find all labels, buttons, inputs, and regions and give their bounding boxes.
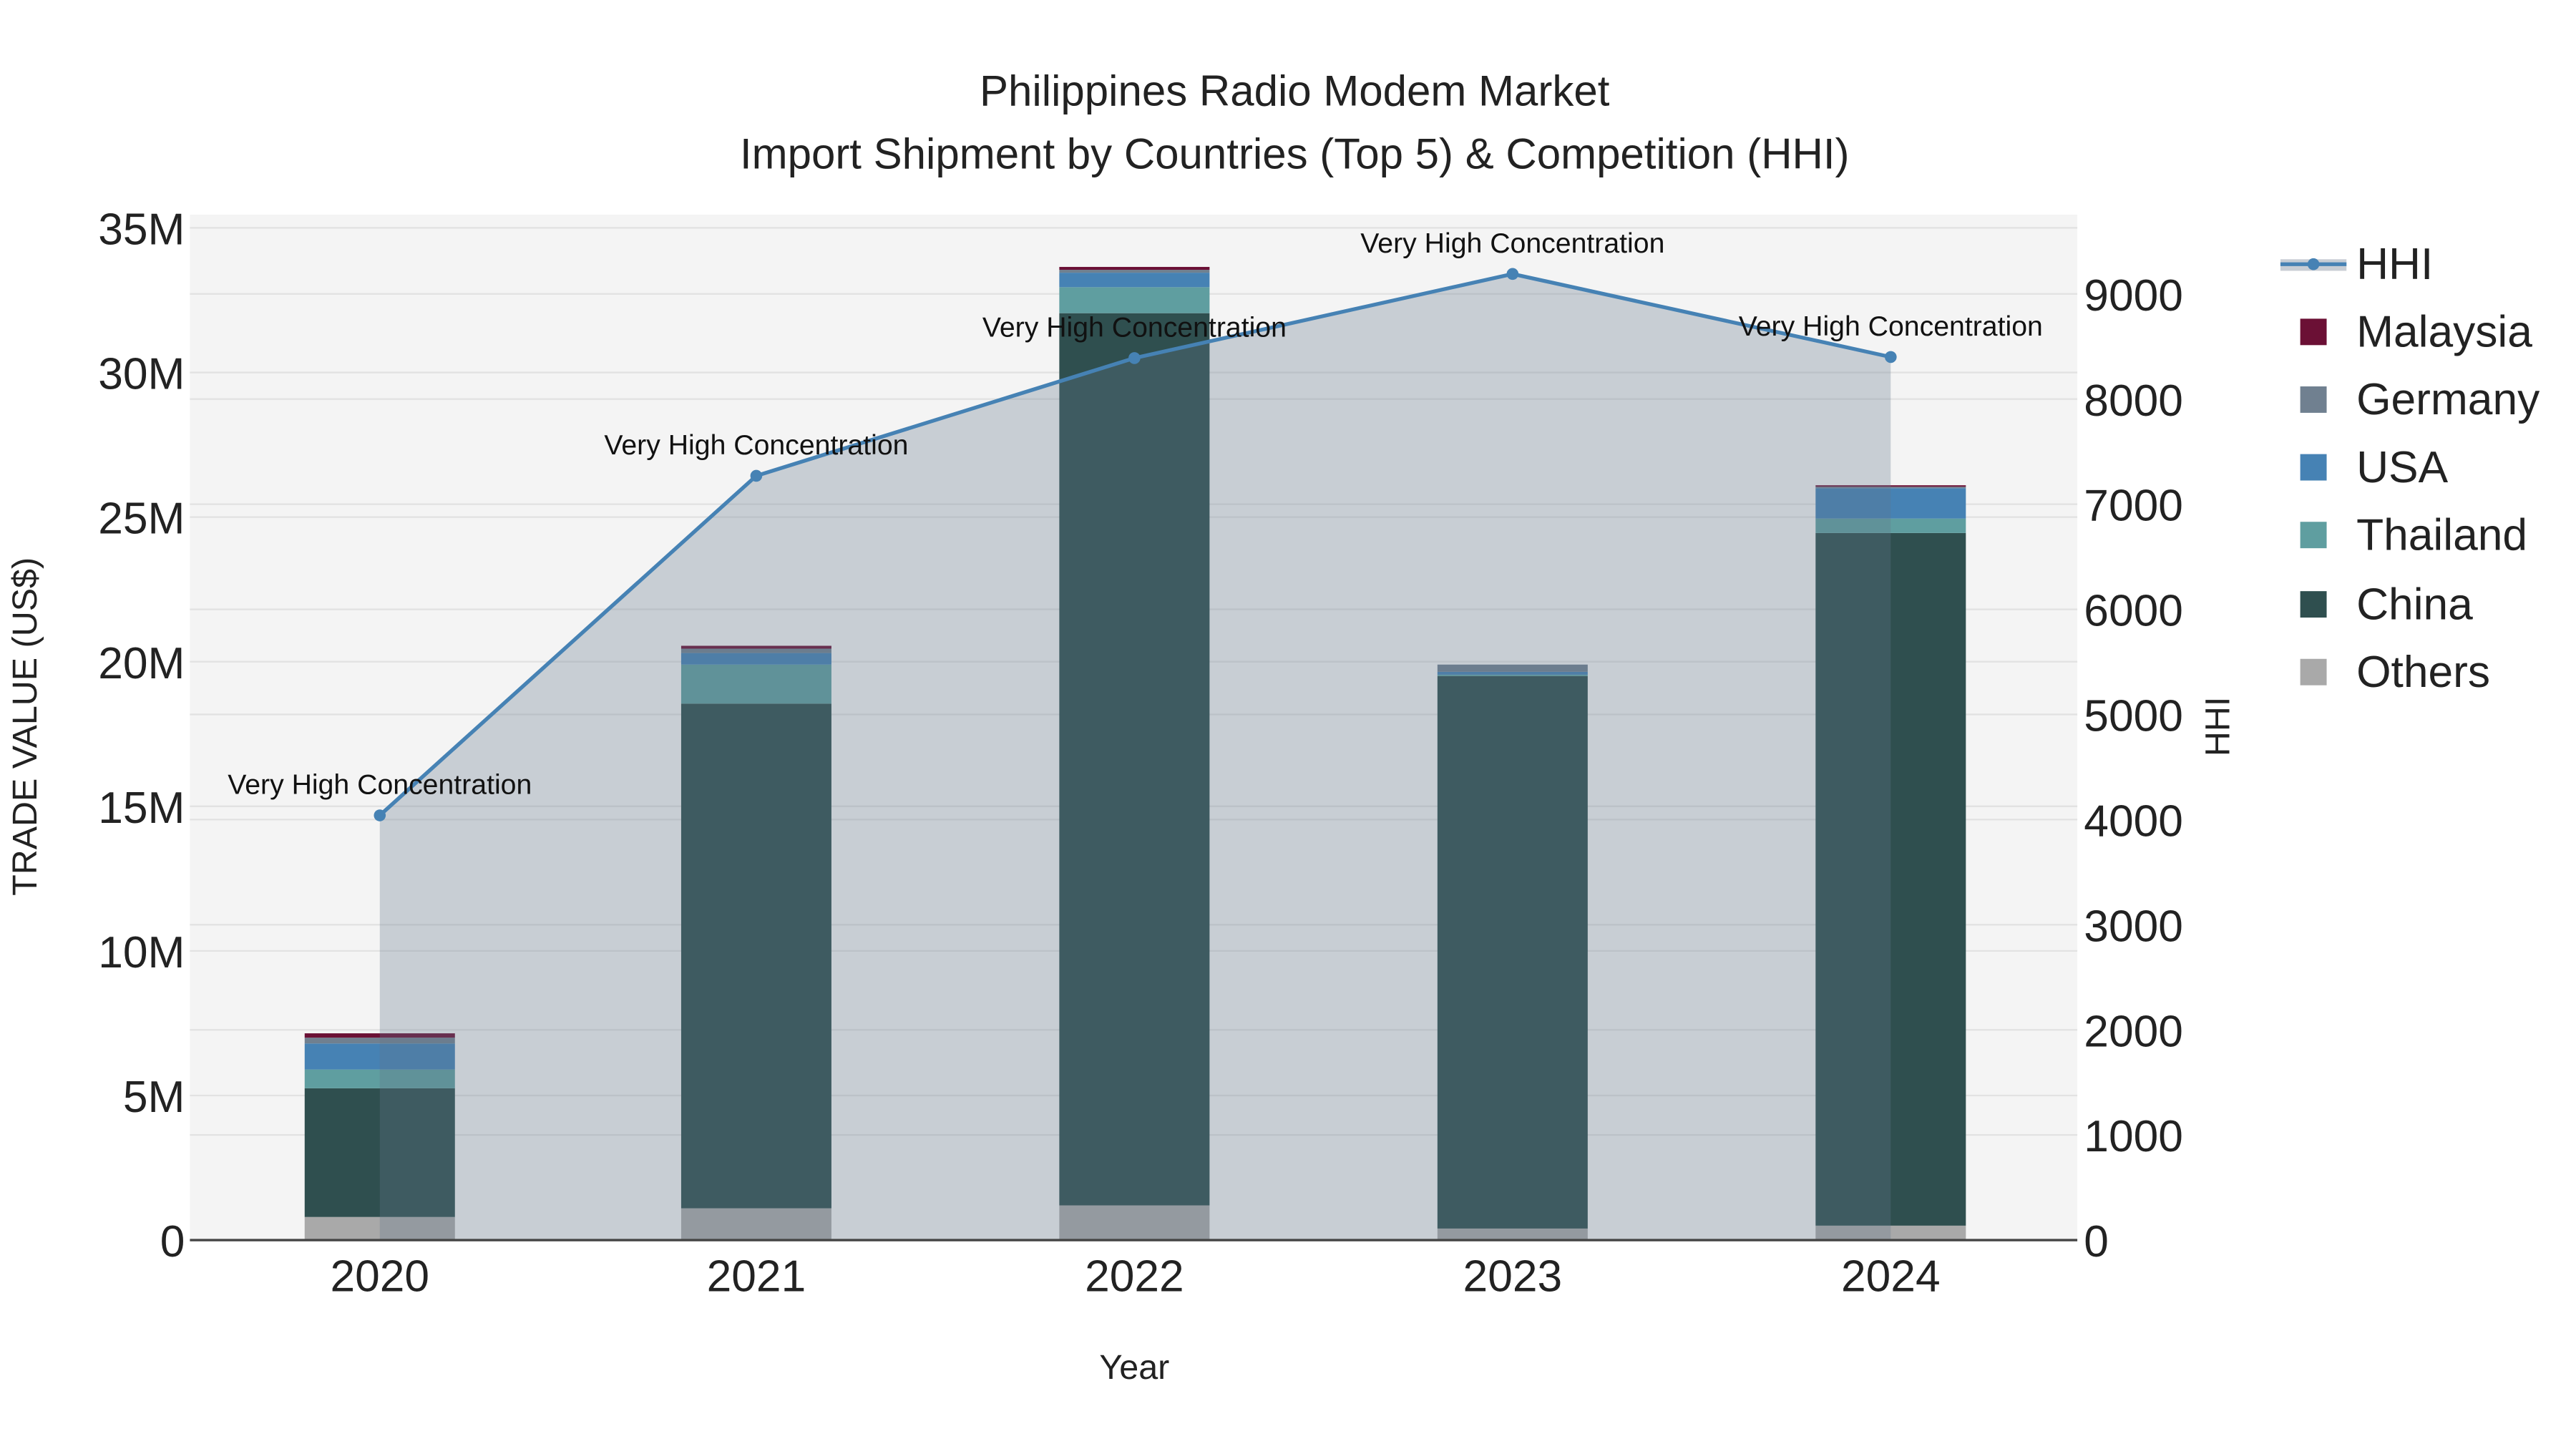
hhi-point [1128, 352, 1141, 364]
legend-label-malaysia: Malaysia [2356, 308, 2532, 357]
y-tick-label: 0 [160, 1217, 185, 1267]
bar-usa-2023 [1437, 671, 1588, 675]
bar-germany-2021 [680, 648, 831, 653]
legend-hhi-marker-icon [2307, 258, 2320, 270]
bar-usa-2024 [1815, 488, 1966, 519]
hhi-point [1506, 268, 1519, 280]
bar-china-2024 [1815, 532, 1966, 1226]
hhi-point [1885, 351, 1897, 364]
y2-tick-label: 4000 [2084, 796, 2183, 846]
bar-thailand-2020 [304, 1069, 455, 1088]
y2-tick-label: 1000 [2084, 1112, 2183, 1161]
legend-label-germany: Germany [2356, 375, 2540, 424]
bar-china-2022 [1059, 313, 1210, 1206]
bar-usa-2021 [680, 653, 831, 665]
y-tick-label: 10M [98, 928, 185, 977]
bar-china-2023 [1437, 675, 1588, 1229]
y-tick-label: 25M [98, 494, 185, 544]
legend-label-others: Others [2356, 648, 2490, 697]
hhi-area [379, 273, 1891, 1241]
bar-germany-2022 [1059, 270, 1210, 273]
y-tick-label: 15M [98, 784, 185, 833]
y-tick-label: 5M [123, 1073, 185, 1122]
bar-thailand-2021 [680, 664, 831, 704]
hhi-annotation: Very High Concentration [1739, 311, 2043, 342]
bar-china-2021 [680, 703, 831, 1209]
legend-swatch-malaysia [2300, 318, 2327, 346]
hhi-series: Very High Concentration Very High Concent… [228, 228, 2043, 1241]
legend: HHI Malaysia Germany USA Thailand China Others [2280, 240, 2540, 697]
hhi-point [750, 469, 763, 482]
y-tick-label: 30M [98, 350, 185, 399]
hhi-annotation: Very High Concentration [982, 311, 1287, 343]
hhi-annotation: Very High Concentration [604, 429, 908, 461]
legend-label-china: China [2356, 580, 2473, 629]
bar-usa-2022 [1059, 273, 1210, 288]
legend-swatch-germany [2300, 386, 2327, 413]
axis-ticks: 0 5M 10M 15M 20M 25M 30M 35M 0 1000 2000 3000 4000 50… [98, 205, 2183, 1302]
y2-tick-label: 5000 [2084, 692, 2183, 741]
legend-label-usa: USA [2356, 443, 2449, 492]
chart-title: Philippines Radio Modem Market [980, 67, 1610, 115]
bar-thailand-2022 [1059, 287, 1210, 313]
y2-tick-label: 8000 [2084, 376, 2183, 426]
bar-malaysia-2022 [1059, 267, 1210, 270]
bar-germany-2023 [1437, 664, 1588, 672]
x-tick-label: 2022 [1085, 1252, 1184, 1302]
y2-tick-label: 0 [2084, 1217, 2109, 1267]
legend-label-hhi: HHI [2356, 240, 2433, 289]
bar-thailand-2024 [1815, 518, 1966, 533]
legend-swatch-china [2300, 591, 2327, 618]
x-tick-label: 2024 [1841, 1252, 1941, 1302]
y-tick-label: 35M [98, 205, 185, 255]
bar-germany-2024 [1815, 487, 1966, 489]
bar-malaysia-2021 [680, 645, 831, 649]
bar-germany-2020 [304, 1038, 455, 1044]
bar-usa-2020 [304, 1043, 455, 1070]
x-tick-label: 2023 [1463, 1252, 1563, 1302]
bar-others-2024 [1815, 1225, 1966, 1241]
y2-tick-label: 9000 [2084, 271, 2183, 321]
y-tick-label: 20M [98, 639, 185, 688]
y2-axis-label: HHI [2198, 697, 2237, 756]
x-axis-label: Year [1099, 1348, 1169, 1387]
bars [304, 267, 1966, 1241]
hhi-annotation: Very High Concentration [228, 769, 532, 801]
y2-tick-label: 6000 [2084, 587, 2183, 636]
hhi-point [374, 809, 386, 821]
bar-others-2021 [680, 1208, 831, 1241]
bar-malaysia-2024 [1815, 485, 1966, 487]
y2-tick-label: 3000 [2084, 902, 2183, 951]
legend-swatch-thailand [2300, 522, 2327, 549]
chart-subtitle: Import Shipment by Countries (Top 5) & C… [740, 130, 1850, 177]
y-axis-label: TRADE VALUE (US$) [6, 557, 44, 896]
bar-china-2020 [304, 1088, 455, 1217]
bar-malaysia-2020 [304, 1033, 455, 1038]
bar-others-2023 [1437, 1228, 1588, 1241]
x-tick-label: 2020 [330, 1252, 429, 1302]
legend-label-thailand: Thailand [2356, 510, 2527, 560]
x-tick-label: 2021 [707, 1252, 806, 1302]
hhi-annotation: Very High Concentration [1360, 228, 1664, 259]
legend-swatch-others [2300, 658, 2327, 686]
legend-swatch-usa [2300, 454, 2327, 481]
bar-others-2020 [304, 1216, 455, 1241]
y2-tick-label: 2000 [2084, 1007, 2183, 1056]
bar-thailand-2023 [1437, 674, 1588, 676]
bar-others-2022 [1059, 1205, 1210, 1241]
y2-tick-label: 7000 [2084, 482, 2183, 531]
